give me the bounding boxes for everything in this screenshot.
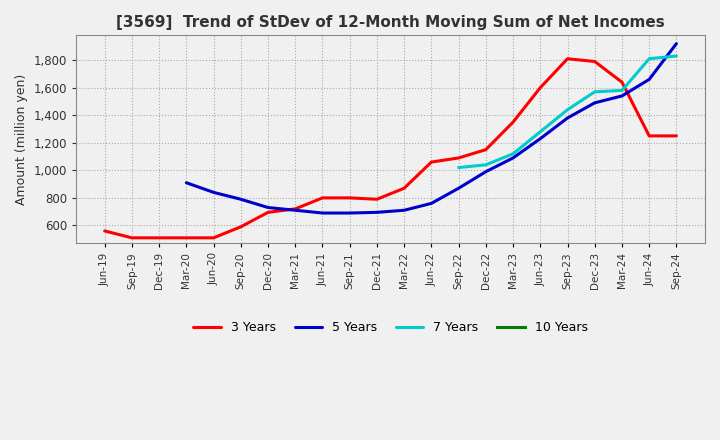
7 Years	[645, 56, 654, 62]
3 Years	[236, 224, 245, 229]
5 Years	[590, 100, 599, 106]
5 Years	[318, 210, 327, 216]
7 Years	[563, 107, 572, 112]
3 Years	[563, 56, 572, 62]
7 Years	[509, 151, 518, 157]
5 Years	[509, 155, 518, 161]
3 Years	[346, 195, 354, 201]
3 Years	[400, 186, 408, 191]
5 Years	[400, 208, 408, 213]
Line: 7 Years: 7 Years	[459, 56, 676, 168]
7 Years	[590, 89, 599, 95]
5 Years	[563, 115, 572, 121]
5 Years	[210, 190, 218, 195]
5 Years	[236, 197, 245, 202]
5 Years	[182, 180, 191, 185]
Y-axis label: Amount (million yen): Amount (million yen)	[15, 74, 28, 205]
5 Years	[346, 210, 354, 216]
3 Years	[590, 59, 599, 64]
3 Years	[509, 120, 518, 125]
3 Years	[318, 195, 327, 201]
5 Years	[291, 208, 300, 213]
3 Years	[618, 80, 626, 85]
5 Years	[373, 210, 382, 215]
3 Years	[672, 133, 680, 139]
3 Years	[454, 155, 463, 161]
7 Years	[536, 129, 544, 134]
3 Years	[291, 206, 300, 212]
7 Years	[482, 162, 490, 168]
Line: 3 Years: 3 Years	[104, 59, 676, 238]
3 Years	[155, 235, 163, 241]
5 Years	[454, 186, 463, 191]
3 Years	[264, 210, 272, 215]
3 Years	[482, 147, 490, 152]
3 Years	[427, 159, 436, 165]
Line: 5 Years: 5 Years	[186, 44, 676, 213]
5 Years	[618, 93, 626, 99]
3 Years	[127, 235, 136, 241]
5 Years	[645, 77, 654, 82]
7 Years	[618, 88, 626, 93]
5 Years	[536, 136, 544, 141]
3 Years	[182, 235, 191, 241]
7 Years	[672, 53, 680, 59]
Legend: 3 Years, 5 Years, 7 Years, 10 Years: 3 Years, 5 Years, 7 Years, 10 Years	[189, 316, 593, 339]
7 Years	[454, 165, 463, 170]
5 Years	[482, 169, 490, 174]
5 Years	[427, 201, 436, 206]
3 Years	[536, 85, 544, 90]
Title: [3569]  Trend of StDev of 12-Month Moving Sum of Net Incomes: [3569] Trend of StDev of 12-Month Moving…	[116, 15, 665, 30]
3 Years	[100, 228, 109, 234]
3 Years	[645, 133, 654, 139]
3 Years	[373, 197, 382, 202]
3 Years	[210, 235, 218, 241]
5 Years	[672, 41, 680, 46]
5 Years	[264, 205, 272, 210]
